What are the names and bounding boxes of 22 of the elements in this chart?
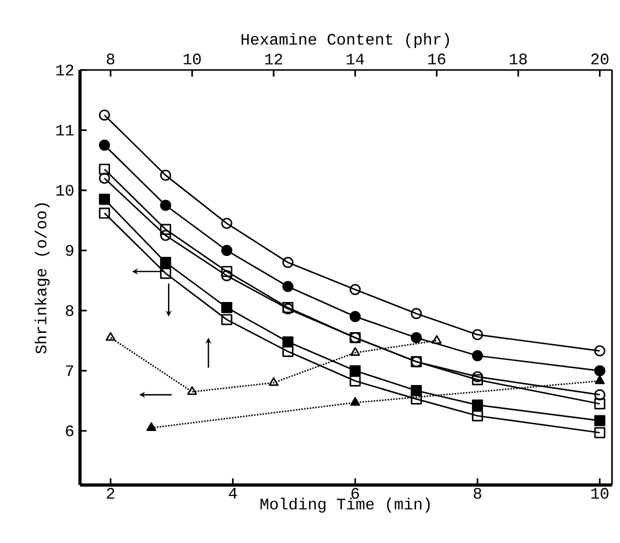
- x-tick-label: 10: [591, 488, 608, 499]
- y-tick-label: 6: [66, 425, 74, 436]
- x2-tick-label: 20: [591, 54, 608, 64]
- x-axis-title: Molding Time (min): [260, 498, 430, 513]
- x2-tick-label: 8: [106, 54, 114, 64]
- x2-tick-label: 18: [510, 54, 527, 64]
- x2-tick-label: 12: [265, 54, 282, 64]
- y-axis-title: Shrinkage (o/oo): [34, 203, 50, 354]
- x2-tick-label: 14: [346, 54, 364, 64]
- y-tick-label: 8: [66, 305, 74, 316]
- y-tick-label: 9: [66, 245, 74, 256]
- x2-axis-title: Hexamine Content (phr): [242, 33, 449, 48]
- x-tick-label: 4: [228, 488, 237, 498]
- y-tick-label: 11: [56, 124, 74, 136]
- x-tick-label: 6: [352, 488, 359, 499]
- x-tick-label: 8: [474, 488, 482, 499]
- x2-tick-label: 16: [428, 54, 446, 64]
- x-tick-label: 2: [106, 488, 114, 499]
- y-tick-label: 12: [56, 64, 74, 76]
- y-tick-label: 7: [66, 365, 74, 376]
- y-tick-label: 10: [56, 184, 74, 196]
- x2-tick-label: 10: [184, 54, 201, 64]
